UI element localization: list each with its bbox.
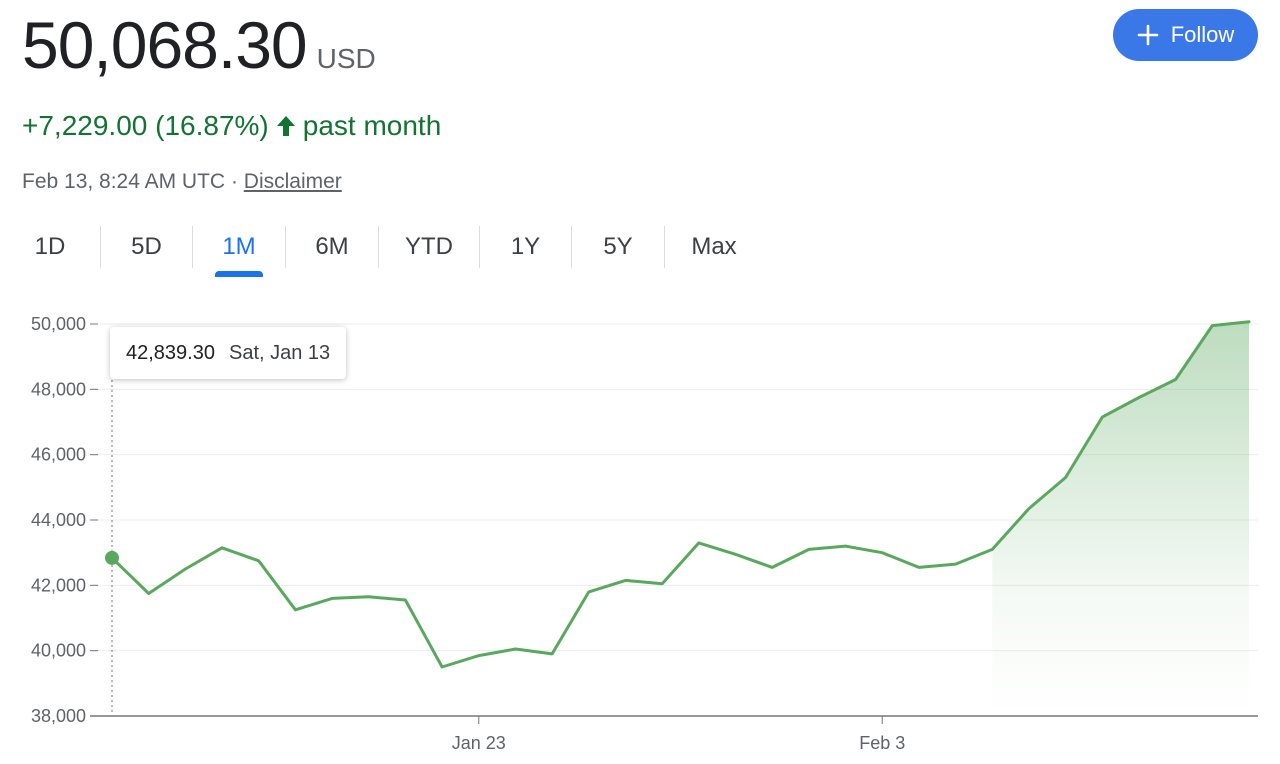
tab-label: YTD [405, 233, 453, 260]
meta-row: Feb 13, 8:24 AM UTC · Disclaimer [22, 170, 342, 194]
highlight-point [105, 550, 119, 565]
change-period: past month [302, 110, 442, 141]
tab-label: 1Y [510, 233, 541, 260]
tab-divider [479, 226, 480, 268]
tab-label: 6M [315, 233, 349, 260]
follow-button[interactable]: Follow [1113, 9, 1258, 61]
follow-button-label: Follow [1170, 22, 1235, 47]
tab-5y[interactable]: 5Y [572, 225, 664, 269]
y-tick-label: 38,000 [31, 706, 86, 726]
price-header: 50,068.30 USD [22, 12, 376, 78]
tab-divider [378, 226, 379, 268]
y-tick-label: 40,000 [31, 641, 86, 661]
tab-max[interactable]: Max [665, 225, 763, 269]
timestamp: Feb 13, 8:24 AM UTC [22, 170, 226, 193]
current-price: 50,068.30 [22, 8, 308, 82]
tab-5d[interactable]: 5D [101, 225, 192, 269]
tab-label: 5D [131, 233, 162, 260]
y-tick-label: 46,000 [31, 445, 86, 465]
tooltip-date: Sat, Jan 13 [228, 341, 331, 364]
chart-tooltip: 42,839.30 Sat, Jan 13 [110, 327, 347, 379]
disclaimer-link[interactable]: Disclaimer [243, 170, 342, 193]
tooltip-value: 42,839.30 [126, 341, 215, 364]
y-tick-label: 50,000 [31, 314, 86, 334]
tab-label: 1M [222, 233, 256, 260]
x-tick-label: Jan 23 [452, 733, 506, 753]
tab-label: Max [691, 233, 737, 260]
tab-1y[interactable]: 1Y [480, 225, 571, 269]
area-fill [992, 321, 1249, 716]
change-value: +7,229.00 (16.87%) [22, 110, 269, 141]
price-change: +7,229.00 (16.87%) past month [22, 110, 441, 142]
tab-label: 1D [34, 233, 66, 260]
tab-divider [571, 226, 572, 268]
tab-6m[interactable]: 6M [286, 225, 378, 269]
price-line [110, 320, 1251, 669]
x-tick-label: Feb 3 [859, 733, 905, 753]
arrow-up-icon [273, 113, 299, 139]
y-tick-label: 42,000 [31, 575, 86, 595]
tab-1m[interactable]: 1M [193, 225, 285, 269]
meta-separator: · [230, 170, 238, 193]
y-tick-label: 44,000 [31, 510, 86, 530]
price-chart[interactable]: 38,000 40,000 42,000 44,000 46,000 48,000 50,0… [0, 290, 1280, 764]
tab-ytd[interactable]: YTD [379, 225, 479, 269]
tab-divider [100, 226, 101, 268]
plus-icon [1137, 24, 1159, 46]
tab-divider [285, 226, 286, 268]
tab-1d[interactable]: 1D [0, 225, 100, 269]
tab-divider [664, 226, 665, 268]
currency-label: USD [316, 43, 376, 74]
range-tabs: 1D 5D 1M 6M YTD 1Y 5Y Max [0, 222, 763, 272]
y-tick-label: 48,000 [31, 379, 86, 399]
tab-label: 5Y [603, 233, 633, 260]
